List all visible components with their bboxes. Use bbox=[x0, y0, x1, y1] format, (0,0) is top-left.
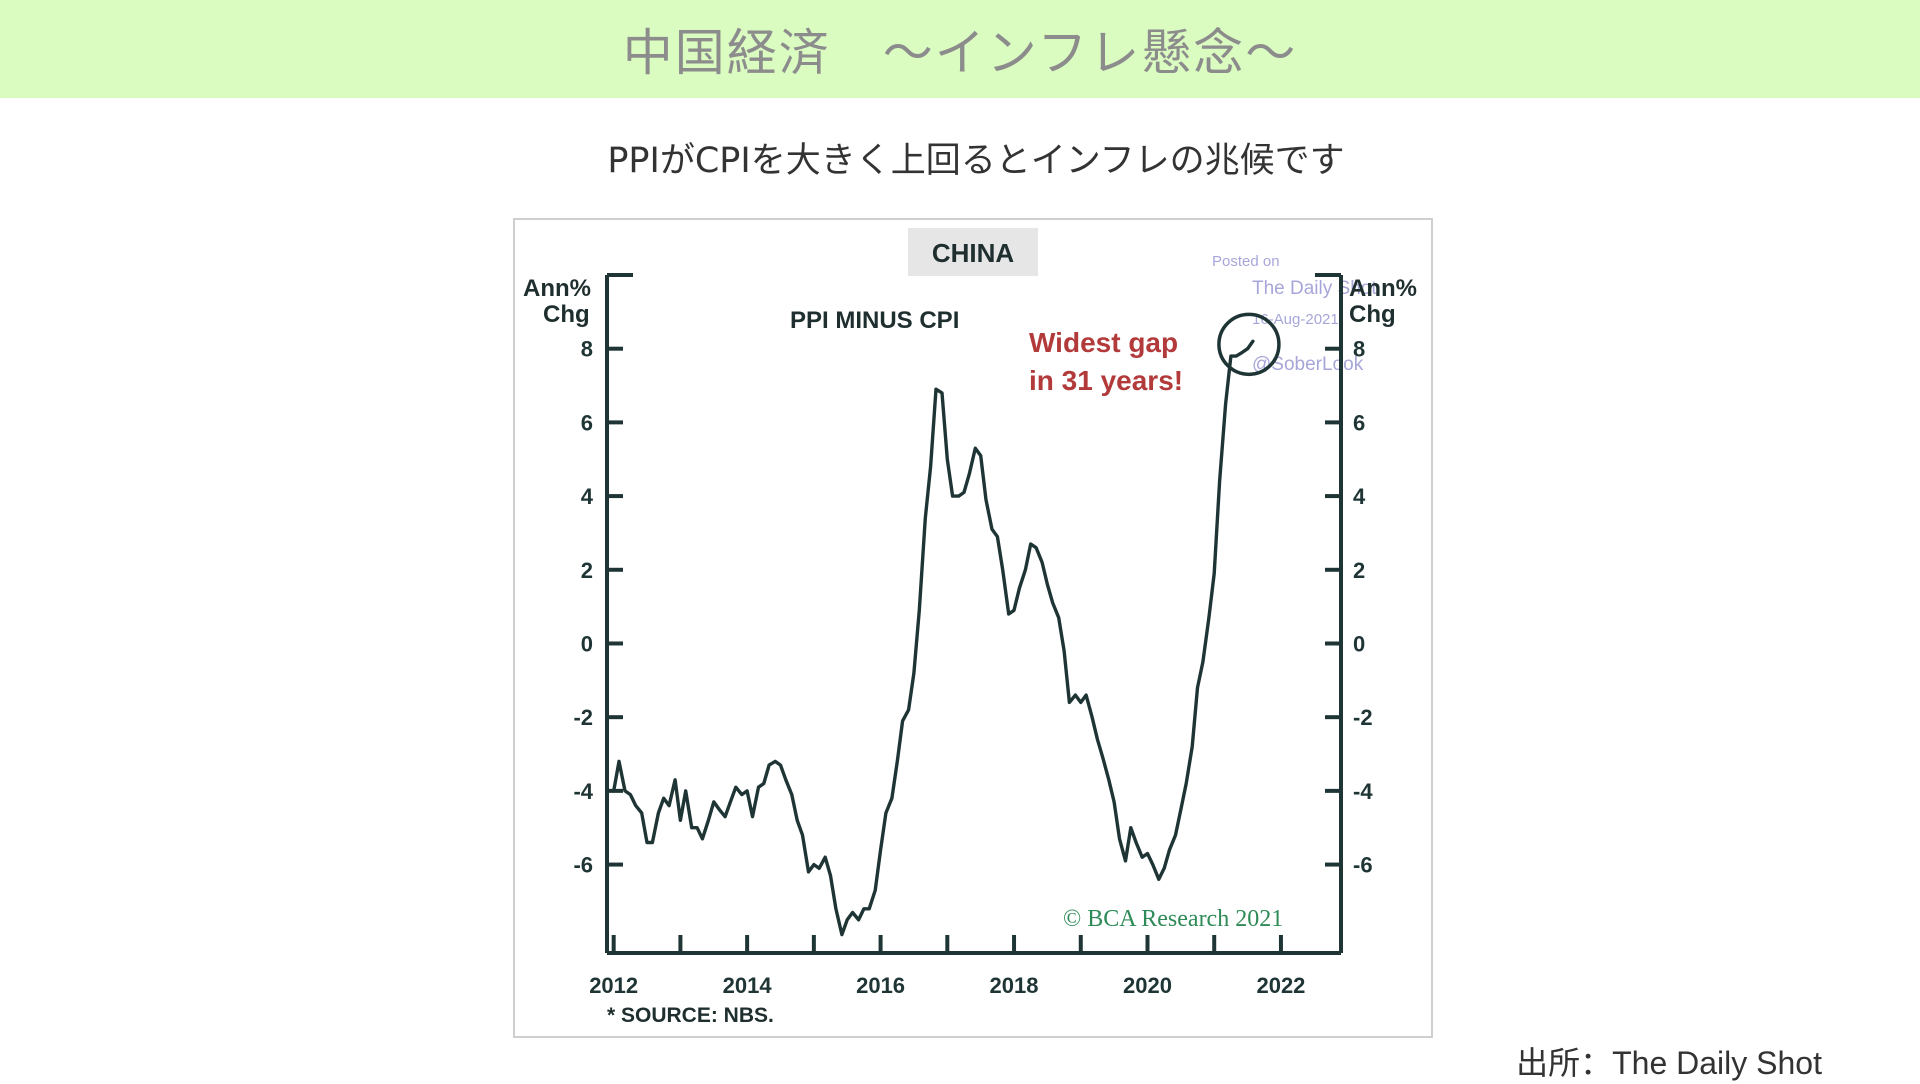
x-tick-label: 2018 bbox=[990, 973, 1039, 998]
right-y-tick-label: 6 bbox=[1353, 410, 1365, 435]
copyright-note: © BCA Research 2021 bbox=[1063, 906, 1283, 932]
left-y-tick-label: -2 bbox=[573, 705, 593, 730]
page-title: 中国経済 ～インフレ懸念～ bbox=[622, 24, 1298, 82]
right-y-tick-label: 4 bbox=[1353, 484, 1366, 509]
left-y-tick-label: -6 bbox=[573, 853, 593, 878]
slide-subtitle: PPIがCPIを大きく上回るとインフレの兆候です bbox=[607, 141, 1345, 181]
left-y-tick-label: -4 bbox=[573, 779, 593, 804]
watermark-line: 16-Aug-2021 bbox=[1252, 311, 1339, 328]
title-banner: 中国経済 ～インフレ懸念～ bbox=[0, 0, 1920, 98]
left-y-tick-label: 8 bbox=[581, 337, 593, 362]
right-y-tick-label: 2 bbox=[1353, 558, 1365, 583]
x-tick-label: 2020 bbox=[1123, 973, 1172, 998]
left-y-tick-label: 4 bbox=[581, 484, 594, 509]
right-axis-title-line2: Chg bbox=[1349, 301, 1396, 328]
right-y-tick-label: -6 bbox=[1353, 853, 1373, 878]
chart-frame: CHINA Posted on The Daily Shot 16-Aug-20… bbox=[513, 218, 1433, 1038]
left-y-tick-label: 6 bbox=[581, 410, 593, 435]
left-y-tick-label: 2 bbox=[581, 558, 593, 583]
chart-title: CHINA bbox=[932, 238, 1015, 268]
x-tick-label: 2012 bbox=[589, 973, 638, 998]
left-axis-title-line2: Chg bbox=[543, 301, 590, 328]
right-y-tick-label: 8 bbox=[1353, 337, 1365, 362]
x-tick-label: 2016 bbox=[856, 973, 905, 998]
chart-title-box bbox=[908, 228, 1038, 276]
x-tick-label: 2022 bbox=[1256, 973, 1305, 998]
left-axis-title-line1: Ann% bbox=[523, 275, 591, 302]
ppi-minus-cpi-chart: CHINA Posted on The Daily Shot 16-Aug-20… bbox=[523, 228, 1417, 1027]
right-y-tick-label: -4 bbox=[1353, 779, 1373, 804]
watermark-line: The Daily Shot bbox=[1252, 278, 1377, 299]
annotation-line2: in 31 years! bbox=[1029, 365, 1183, 396]
left-y-tick-label: 0 bbox=[581, 631, 593, 656]
watermark-line: @SoberLook bbox=[1252, 354, 1364, 375]
widest-gap-highlight-circle bbox=[1217, 312, 1281, 377]
right-y-tick-label: -2 bbox=[1353, 705, 1373, 730]
right-y-tick-label: 0 bbox=[1353, 631, 1365, 656]
right-axis-title-line1: Ann% bbox=[1349, 275, 1417, 302]
annotation-line1: Widest gap bbox=[1029, 327, 1178, 358]
ppi-minus-cpi-line bbox=[611, 339, 1255, 937]
watermark: Posted on The Daily Shot 16-Aug-2021 @So… bbox=[1212, 253, 1377, 375]
x-tick-label: 2014 bbox=[723, 973, 773, 998]
source-footnote: * SOURCE: NBS. bbox=[607, 1004, 774, 1027]
watermark-line: Posted on bbox=[1212, 253, 1280, 270]
source-credit: 出所：The Daily Shot bbox=[1516, 1045, 1822, 1081]
series-label: PPI MINUS CPI bbox=[790, 307, 959, 334]
